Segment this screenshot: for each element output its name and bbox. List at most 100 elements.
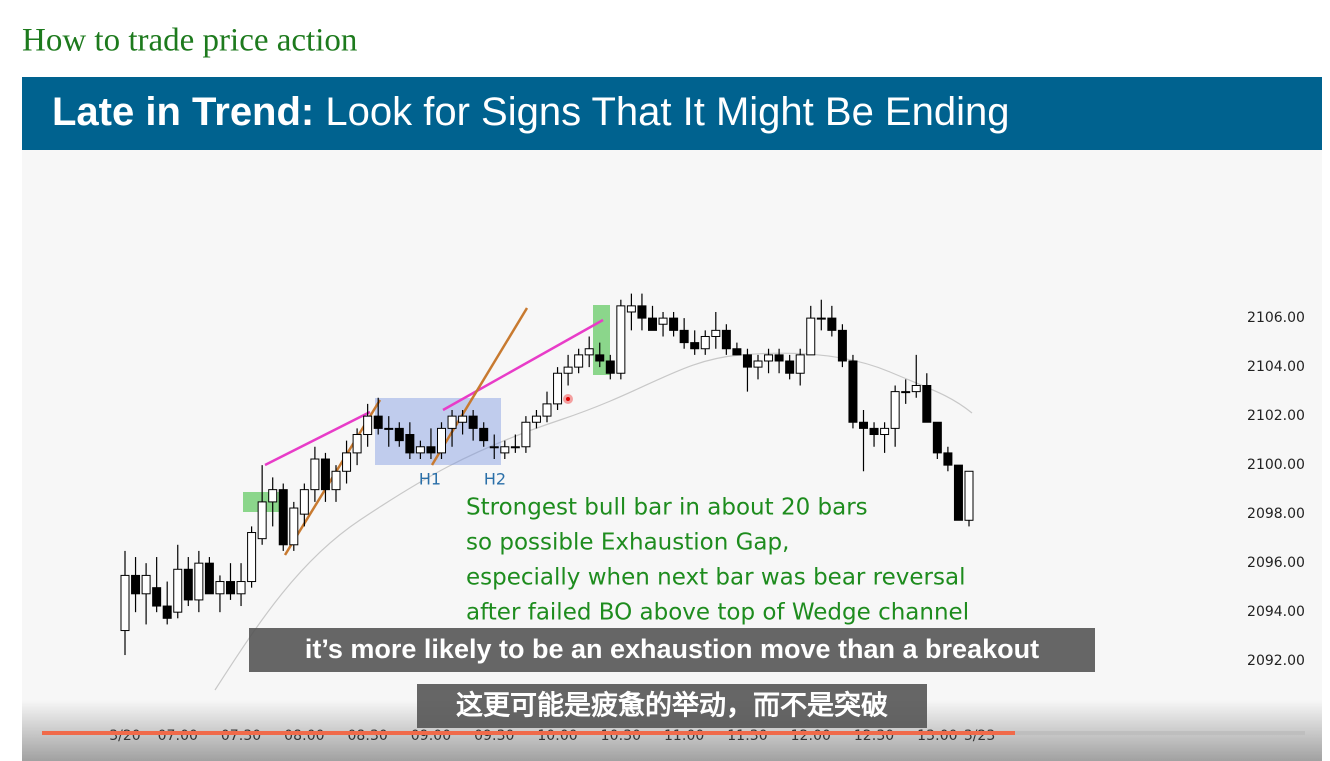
x-tick-label: 08:00 bbox=[284, 728, 324, 744]
candle-body bbox=[943, 452, 953, 466]
candle-body bbox=[880, 427, 890, 436]
wedge-line bbox=[264, 410, 371, 467]
candle-body bbox=[426, 446, 436, 454]
banner-title: Late in Trend: Look for Signs That It Mi… bbox=[52, 90, 1009, 134]
candle-body bbox=[774, 354, 784, 362]
candle-body bbox=[204, 562, 214, 595]
candle-body bbox=[848, 360, 858, 423]
candle-body bbox=[837, 329, 847, 362]
candle-body bbox=[131, 574, 141, 595]
banner-bold: Late in Trend: bbox=[52, 90, 314, 134]
candle-body bbox=[690, 342, 700, 350]
candle-body bbox=[859, 421, 868, 429]
candle-body bbox=[236, 581, 246, 595]
y-tick-label: 2092.00 bbox=[1247, 653, 1305, 669]
candle-body bbox=[331, 470, 341, 491]
wedge-line bbox=[442, 318, 604, 412]
candle-body bbox=[648, 317, 657, 331]
candle-body bbox=[173, 568, 183, 613]
candle-body bbox=[721, 329, 731, 350]
candle-body bbox=[226, 581, 235, 595]
x-tick-label: 11:00 bbox=[664, 728, 704, 744]
candle-body bbox=[342, 452, 352, 472]
annotation-text: Strongest bull bar in about 20 bars so p… bbox=[466, 495, 969, 626]
candle-body bbox=[711, 329, 721, 337]
y-tick-label: 2094.00 bbox=[1247, 604, 1305, 620]
x-tick-label: 10:00 bbox=[537, 728, 577, 744]
candle-body bbox=[531, 415, 541, 423]
candle-body bbox=[584, 348, 594, 356]
candle-body bbox=[268, 489, 278, 503]
candle-body bbox=[489, 446, 499, 449]
candle-body bbox=[700, 335, 710, 350]
annotation-line: after failed BO above top of Wedge chann… bbox=[466, 600, 969, 626]
candle-body bbox=[468, 415, 478, 429]
progress-played[interactable] bbox=[42, 731, 1015, 735]
candle-body bbox=[162, 605, 172, 619]
candle-body bbox=[827, 317, 837, 331]
moving-average bbox=[214, 352, 973, 691]
candle-body bbox=[595, 354, 605, 362]
candle-body bbox=[510, 446, 520, 449]
x-tick-label: 09:00 bbox=[411, 728, 451, 744]
candle-body bbox=[405, 434, 415, 454]
candle-body bbox=[194, 562, 204, 601]
candle-body bbox=[289, 507, 299, 546]
page-heading: How to trade price action bbox=[22, 23, 357, 59]
y-tick-label: 2098.00 bbox=[1247, 506, 1305, 522]
banner-rest: Look for Signs That It Might Be Ending bbox=[325, 90, 1009, 134]
candle-body bbox=[679, 329, 689, 344]
candle-body bbox=[669, 317, 679, 331]
candle-body bbox=[479, 427, 489, 442]
x-tick-label: 3/20 bbox=[109, 728, 140, 744]
candle-body bbox=[141, 574, 151, 595]
trend-line bbox=[430, 307, 529, 466]
candle-body bbox=[310, 458, 320, 491]
candle-body bbox=[869, 427, 879, 436]
candle-body bbox=[215, 581, 225, 595]
candle-body bbox=[637, 305, 647, 319]
candle-body bbox=[299, 489, 309, 515]
candle-body bbox=[901, 391, 911, 394]
x-axis: 3/20 07:00 07:30 08:00 08:30 09:00 09:30 10:00 1… bbox=[109, 728, 995, 744]
candle-body bbox=[605, 360, 615, 374]
caption-box bbox=[249, 628, 1095, 672]
candle-body bbox=[373, 415, 383, 429]
candle-body bbox=[658, 317, 668, 325]
x-tick-label: 12:00 bbox=[791, 728, 831, 744]
annotation-line: especially when next bar was bear revers… bbox=[466, 565, 965, 591]
pullback-label: H1 bbox=[419, 470, 441, 489]
candle-body bbox=[363, 415, 373, 436]
candle-body bbox=[574, 354, 584, 368]
candle-body bbox=[521, 421, 531, 448]
caption-zh: 这更可能是疲惫的举动，而不是突破 bbox=[456, 690, 888, 722]
caption-en: it’s more likely to be an exhaustion mov… bbox=[305, 634, 1039, 664]
candle-body bbox=[922, 384, 932, 423]
x-tick-label: 3/23 bbox=[964, 728, 995, 744]
candle-body bbox=[320, 458, 330, 491]
x-tick-label: 12:30 bbox=[854, 728, 894, 744]
candle-body bbox=[384, 427, 394, 430]
candle-body bbox=[447, 415, 457, 429]
candle-body bbox=[257, 501, 267, 540]
candle-body bbox=[278, 489, 288, 546]
candle-body bbox=[183, 568, 193, 601]
x-tick-label: 11:30 bbox=[727, 728, 767, 744]
candle-body bbox=[890, 391, 900, 429]
candle-body bbox=[753, 360, 763, 368]
candle-body bbox=[437, 427, 446, 454]
chart: 2092.00 2094.00 2096.00 2098.00 2100.00 2102.… bbox=[120, 293, 1305, 669]
x-tick-label: 09:30 bbox=[474, 728, 514, 744]
candle-body bbox=[120, 574, 130, 632]
x-tick-label: 07:00 bbox=[158, 728, 198, 744]
candle-body bbox=[352, 434, 362, 454]
pullback-label: H2 bbox=[484, 470, 506, 489]
x-tick-label: 07:30 bbox=[221, 728, 261, 744]
annotation-line: so possible Exhaustion Gap, bbox=[466, 530, 789, 556]
candle-body bbox=[542, 403, 552, 417]
x-tick-label: 08:30 bbox=[347, 728, 387, 744]
cursor-dot bbox=[566, 397, 570, 401]
candle-body bbox=[911, 384, 921, 393]
candle-body bbox=[732, 348, 742, 356]
x-tick-label: 10:30 bbox=[601, 728, 641, 744]
